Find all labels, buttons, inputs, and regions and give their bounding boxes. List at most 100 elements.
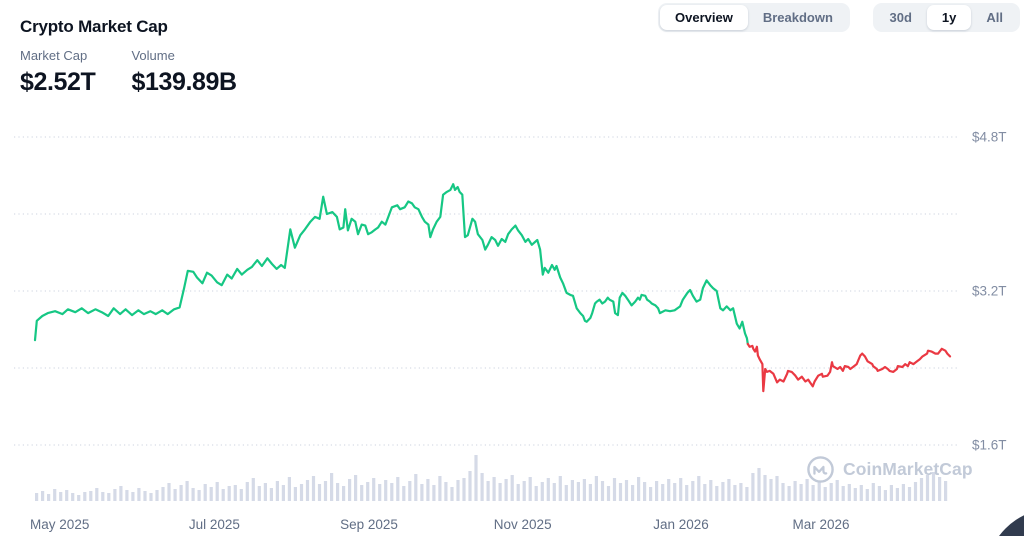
- volume-bar: [685, 485, 689, 501]
- volume-bar: [691, 481, 695, 501]
- volume-bar: [59, 492, 63, 501]
- volume-bar: [101, 492, 105, 501]
- market-cap-label: Market Cap: [20, 48, 88, 63]
- volume-bar: [799, 484, 803, 501]
- volume-bar: [95, 488, 99, 501]
- volume-bar: [889, 485, 893, 501]
- market-cap-value: $2.52T: [20, 68, 96, 96]
- y-tick-label: $1.6T: [972, 438, 1007, 453]
- volume-bar: [516, 484, 520, 501]
- volume-bar: [173, 489, 177, 501]
- volume-bar: [739, 483, 743, 501]
- stats-row: Market Cap $2.52T Volume $139.89B: [20, 48, 237, 97]
- market-cap-stat: Market Cap $2.52T: [20, 48, 96, 97]
- coinmarketcap-watermark-label: CoinMarketCap: [843, 459, 973, 479]
- volume-bar: [348, 479, 352, 501]
- volume-bar: [203, 484, 207, 501]
- volume-bar: [444, 482, 448, 501]
- volume-bar: [576, 482, 580, 501]
- volume-bar: [649, 487, 653, 501]
- volume-bar: [71, 493, 75, 501]
- volume-bar: [323, 481, 328, 501]
- volume-bar: [336, 483, 340, 501]
- volume-bar: [823, 487, 827, 501]
- volume-bar: [486, 481, 490, 501]
- volume-bar: [342, 486, 346, 501]
- volume-bar: [233, 485, 237, 501]
- volume-bar: [221, 489, 225, 501]
- volume-bar: [257, 486, 261, 501]
- volume-bar: [191, 488, 195, 501]
- volume-bar: [420, 484, 424, 501]
- volume-bar: [390, 483, 394, 501]
- volume-bar: [733, 485, 737, 501]
- volume-bar: [474, 455, 478, 501]
- volume-bar: [938, 477, 942, 501]
- volume-bar: [185, 481, 189, 501]
- volume-bar: [143, 491, 147, 501]
- volume-bar: [522, 481, 526, 501]
- market-cap-line-downtrend: [746, 342, 952, 393]
- volume-bar: [769, 479, 773, 501]
- view-toggle: Overview Breakdown: [658, 3, 850, 32]
- volume-bar: [859, 485, 863, 501]
- volume-bar: [239, 489, 243, 501]
- volume-bar: [883, 490, 887, 501]
- volume-bar: [895, 488, 899, 501]
- volume-bar: [167, 483, 171, 501]
- volume-bar: [263, 483, 267, 501]
- volume-bar: [396, 477, 400, 501]
- volume-bar: [161, 487, 165, 501]
- volume-bar: [179, 485, 183, 501]
- volume-bar: [817, 482, 821, 501]
- volume-bar: [594, 476, 598, 501]
- volume-bar: [119, 486, 123, 501]
- volume-value: $139.89B: [131, 68, 237, 96]
- volume-bar: [865, 489, 869, 501]
- volume-bar: [829, 483, 833, 501]
- volume-bar: [907, 487, 912, 501]
- volume-bar: [811, 485, 815, 501]
- volume-bar: [107, 493, 111, 501]
- volume-bar: [540, 482, 544, 501]
- volume-bar: [552, 483, 556, 501]
- volume-bar: [354, 475, 358, 501]
- y-tick-label: $3.2T: [972, 284, 1007, 299]
- volume-bar: [480, 473, 484, 501]
- coinmarketcap-watermark: CoinMarketCap: [806, 455, 973, 484]
- volume-bar: [125, 490, 129, 501]
- volume-bar: [925, 475, 930, 501]
- volume-bar: [727, 479, 731, 501]
- volume-bar: [378, 484, 382, 501]
- volume-bar: [901, 484, 905, 501]
- volume-bar: [83, 492, 87, 501]
- range-toggle-option-1y[interactable]: 1y: [926, 5, 972, 30]
- volume-bar: [558, 476, 562, 501]
- volume-bar: [763, 475, 767, 501]
- volume-bar: [931, 472, 936, 501]
- x-tick-label: Sep 2025: [340, 517, 398, 532]
- volume-bar: [402, 486, 406, 501]
- volume-bar: [155, 490, 159, 501]
- volume-bar: [113, 489, 117, 501]
- volume-bar: [77, 495, 81, 501]
- volume-bar: [757, 468, 761, 501]
- x-tick-label: Mar 2026: [792, 517, 849, 532]
- range-toggle-option-30d[interactable]: 30d: [875, 5, 927, 30]
- volume-bar: [745, 487, 749, 501]
- view-toggle-option-breakdown[interactable]: Breakdown: [748, 5, 848, 30]
- volume-bars: [35, 455, 948, 501]
- volume-bar: [546, 478, 550, 501]
- range-toggle-option-all[interactable]: All: [971, 5, 1018, 30]
- volume-bar: [709, 480, 713, 501]
- volume-bar: [227, 486, 231, 501]
- volume-bar: [269, 488, 273, 501]
- volume-bar: [841, 486, 845, 501]
- volume-bar: [149, 493, 153, 501]
- y-axis-labels: $4.8T $3.2T $1.6T: [972, 130, 1007, 453]
- volume-bar: [468, 471, 472, 501]
- view-toggle-option-overview[interactable]: Overview: [660, 5, 748, 30]
- volume-bar: [65, 490, 69, 501]
